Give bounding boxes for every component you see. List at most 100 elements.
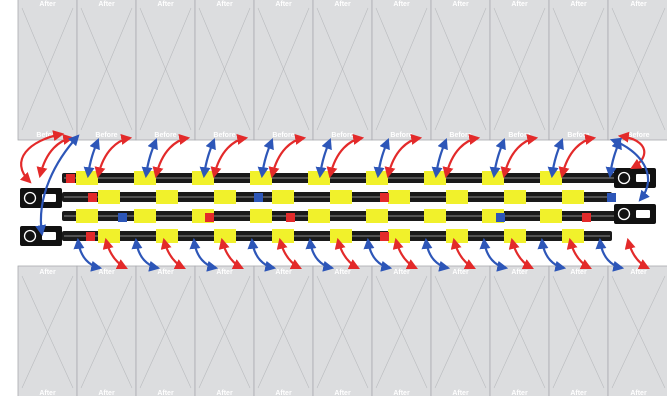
panel-frame	[135, 265, 196, 396]
top-row-panel: After Before	[135, 0, 196, 141]
panel-bottom-label: Before	[508, 132, 530, 139]
panel-bottom-label: Before	[213, 132, 235, 139]
bottom-row-panel: After After	[371, 265, 432, 396]
blue-arrow	[609, 137, 650, 202]
bottom-row-panel: After After	[607, 265, 667, 396]
highlight-block	[562, 190, 584, 204]
highlight-block	[388, 229, 410, 243]
highlight-block	[134, 209, 156, 223]
highlight-block	[308, 209, 330, 223]
panel-frame	[548, 265, 609, 396]
panel-frame	[76, 265, 137, 396]
panel-bottom-label: Before	[390, 132, 412, 139]
panel-top-label: After	[98, 269, 115, 276]
track-1	[62, 171, 616, 185]
red-arrow	[36, 134, 75, 179]
red-marker	[66, 174, 75, 183]
panel-top-label: After	[157, 269, 174, 276]
blue-arrow	[421, 237, 451, 272]
panel-top-label: After	[157, 1, 174, 8]
loader-window	[42, 232, 56, 240]
red-arrow	[276, 237, 302, 269]
bottom-row-panel: After After	[76, 265, 137, 396]
bottom-row-panel: After After	[548, 265, 609, 396]
panel-diagonal	[198, 7, 251, 131]
arrow-layer	[19, 130, 650, 272]
blue-arrow	[35, 134, 80, 237]
red-arrow	[450, 237, 476, 269]
highlight-block	[424, 209, 446, 223]
panel-diagonal	[552, 275, 605, 389]
panel-diagonal	[434, 275, 487, 389]
panel-diagonal	[611, 275, 666, 389]
panel-top-label: After	[630, 269, 647, 276]
panel-diagonal	[316, 7, 369, 131]
highlight-block	[272, 229, 294, 243]
red-arrow	[566, 237, 592, 269]
blue-arrow	[431, 137, 448, 179]
highlight-block	[76, 209, 98, 223]
panel-top-label: After	[630, 1, 647, 8]
panel-top-label: After	[570, 269, 587, 276]
blue-arrow	[315, 137, 332, 179]
highlight-block	[76, 171, 98, 185]
highlight-block	[308, 171, 330, 185]
highlight-block	[540, 171, 562, 185]
blue-arrow	[131, 237, 161, 272]
blue-arrow	[189, 237, 219, 272]
panel-diagonal	[493, 7, 546, 131]
highlight-block	[330, 229, 352, 243]
panel-diagonal	[257, 275, 310, 389]
red-arrow	[334, 237, 360, 269]
blue-marker	[254, 193, 263, 202]
panel-bottom-label: Before	[567, 132, 589, 139]
blue-marker	[118, 213, 127, 222]
red-arrow	[508, 237, 534, 269]
bottom-row-panel: After After	[17, 265, 78, 396]
panel-bottom-label: Before	[272, 132, 294, 139]
panel-diagonal	[21, 275, 74, 389]
panel-bottom-label: After	[275, 390, 292, 396]
blue-arrow	[537, 237, 567, 272]
panel-top-label: After	[39, 269, 56, 276]
blue-arrow	[141, 137, 158, 179]
loader-wheel	[617, 207, 631, 221]
bottom-row-panel: After After	[253, 265, 314, 396]
panel-top-label: After	[570, 1, 587, 8]
highlight-block	[330, 190, 352, 204]
bottom-row-panel: After After	[489, 265, 550, 396]
red-arrow	[152, 134, 191, 179]
bottom-row-panel: After After	[135, 265, 196, 396]
highlight-block	[156, 229, 178, 243]
red-arrow	[210, 134, 249, 179]
panel-bottom-label: After	[39, 390, 56, 396]
red-arrow	[19, 130, 65, 184]
loader-left-top	[20, 188, 62, 208]
blue-arrow	[547, 137, 564, 179]
red-arrow	[268, 134, 307, 179]
red-arrow	[326, 134, 365, 179]
red-arrow	[102, 237, 128, 269]
panel-diagonal	[434, 7, 487, 131]
panel-frame	[253, 265, 314, 396]
blue-arrow	[595, 237, 625, 272]
panel-bottom-label: After	[157, 390, 174, 396]
blue-arrow	[479, 237, 509, 272]
red-marker	[380, 232, 389, 241]
red-arrow	[94, 134, 133, 179]
panel-bottom-label: After	[452, 390, 469, 396]
loader-window	[636, 210, 650, 218]
panel-frame	[371, 265, 432, 396]
highlight-block	[424, 171, 446, 185]
panel-bottom-label: Before	[154, 132, 176, 139]
highlight-block	[446, 190, 468, 204]
highlight-block	[366, 171, 388, 185]
track-layer	[62, 171, 616, 243]
panel-frame	[489, 265, 550, 396]
red-arrow	[218, 237, 244, 269]
bottom-row-panel: After After	[430, 265, 491, 396]
